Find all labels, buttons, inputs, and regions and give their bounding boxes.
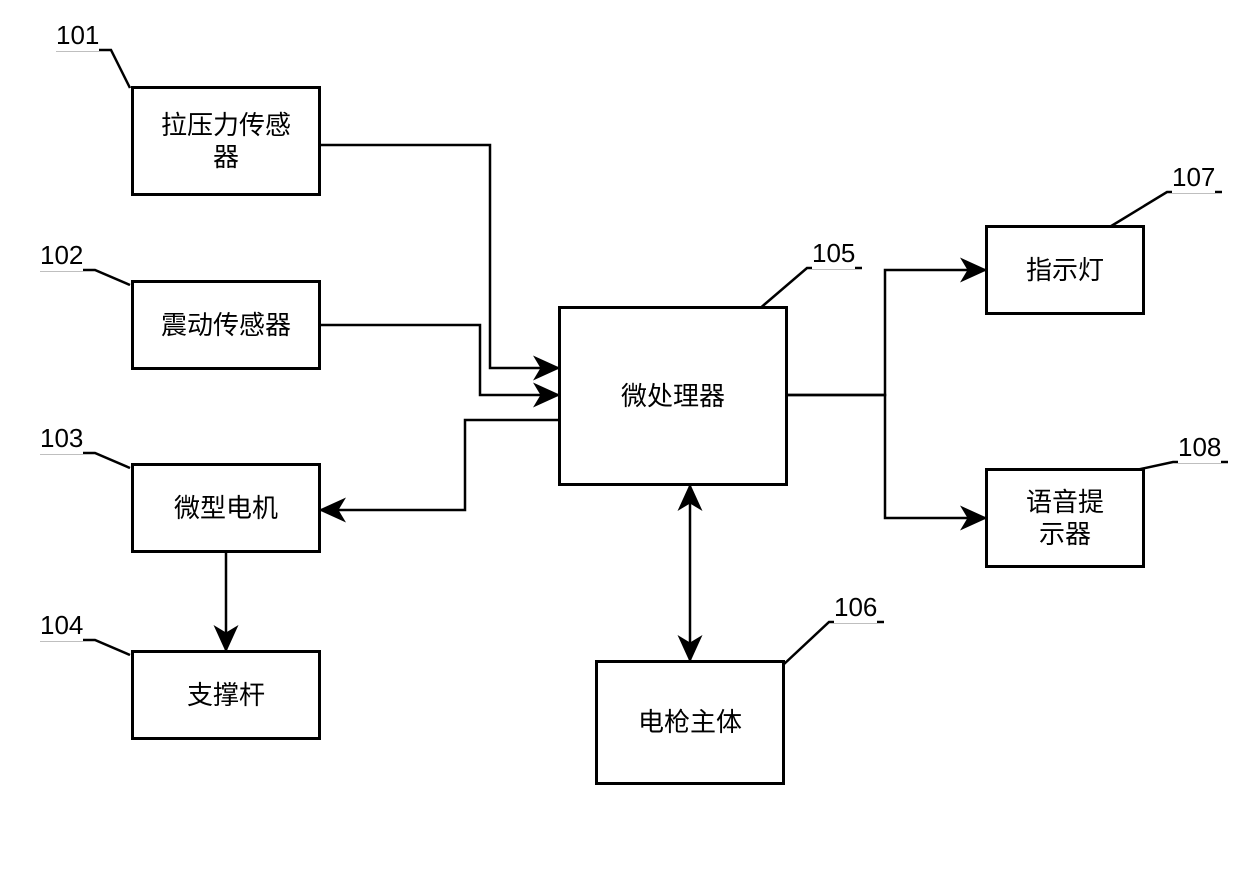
ref-label-text: 104: [40, 610, 83, 640]
block-n102: 震动传感器: [131, 280, 321, 370]
block-label: 震动传感器: [161, 309, 291, 342]
ref-label-r108: 108: [1178, 432, 1221, 463]
block-n101: 拉压力传感 器: [131, 86, 321, 196]
ref-label-r104: 104: [40, 610, 83, 641]
ref-label-r102: 102: [40, 240, 83, 271]
edge-1: [321, 325, 558, 395]
ref-label-r101: 101: [56, 20, 99, 51]
ref-label-text: 102: [40, 240, 83, 270]
ref-label-text: 103: [40, 423, 83, 453]
ref-label-r103: 103: [40, 423, 83, 454]
ref-label-text: 107: [1172, 162, 1215, 192]
block-label: 微型电机: [174, 492, 278, 525]
ref-label-r107: 107: [1172, 162, 1215, 193]
ref-label-r105: 105: [812, 238, 855, 269]
block-n104: 支撑杆: [131, 650, 321, 740]
block-n108: 语音提 示器: [985, 468, 1145, 568]
block-label: 电枪主体: [638, 706, 742, 739]
ref-leader-r107: [1108, 192, 1222, 228]
ref-leader-r104: [40, 640, 130, 655]
ref-label-text: 101: [56, 20, 99, 50]
ref-leader-r105: [758, 268, 862, 310]
ref-label-text: 105: [812, 238, 855, 268]
block-label: 微处理器: [621, 380, 725, 413]
block-label: 语音提 示器: [1026, 486, 1104, 551]
ref-leader-r103: [40, 453, 130, 468]
ref-label-r106: 106: [834, 592, 877, 623]
edge-5: [788, 270, 985, 395]
block-label: 支撑杆: [187, 679, 265, 712]
edge-0: [321, 145, 558, 368]
block-n107: 指示灯: [985, 225, 1145, 315]
edge-2: [321, 420, 558, 510]
block-n105: 微处理器: [558, 306, 788, 486]
block-n106: 电枪主体: [595, 660, 785, 785]
ref-leader-r106: [783, 622, 884, 665]
block-label: 拉压力传感 器: [161, 109, 291, 174]
ref-leader-r101: [56, 50, 130, 88]
block-label: 指示灯: [1026, 254, 1104, 287]
ref-leader-r102: [40, 270, 130, 285]
edge-6: [788, 395, 985, 518]
block-n103: 微型电机: [131, 463, 321, 553]
ref-label-text: 108: [1178, 432, 1221, 462]
ref-label-text: 106: [834, 592, 877, 622]
